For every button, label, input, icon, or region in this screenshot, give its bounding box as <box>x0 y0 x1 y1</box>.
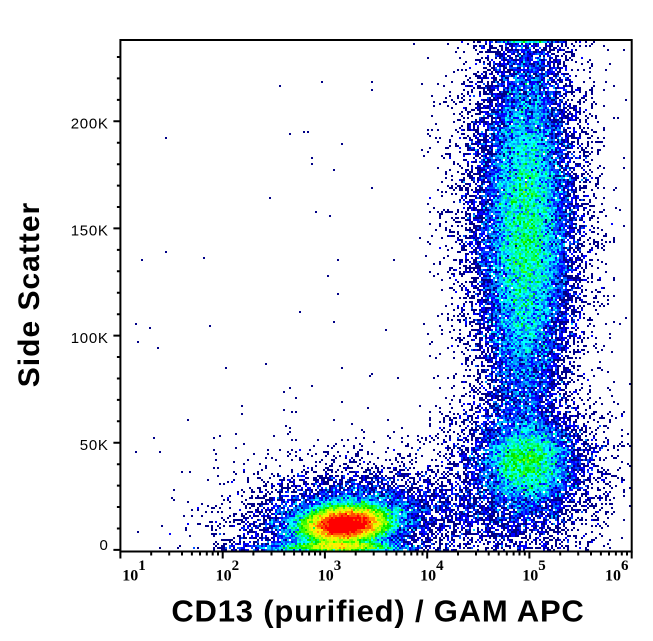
svg-text:50K: 50K <box>80 437 109 454</box>
svg-text:Side Scatter: Side Scatter <box>13 202 46 387</box>
svg-text:200K: 200K <box>71 116 109 133</box>
svg-text:150K: 150K <box>71 223 109 240</box>
svg-text:0: 0 <box>100 537 109 554</box>
svg-text:100K: 100K <box>71 330 109 347</box>
svg-text:CD13 (purified) / GAM APC: CD13 (purified) / GAM APC <box>171 593 584 628</box>
